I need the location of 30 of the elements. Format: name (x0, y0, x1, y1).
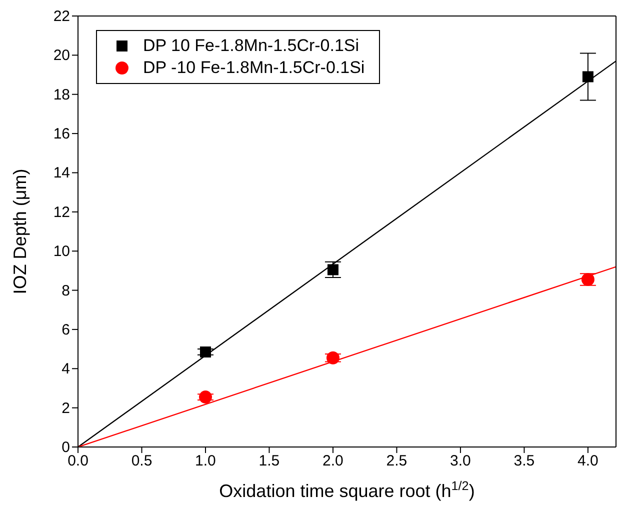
point (327, 264, 338, 276)
point (326, 351, 340, 364)
y-tick-label: 18 (53, 86, 70, 104)
point (582, 71, 594, 82)
y-tick-label: 10 (53, 243, 70, 260)
y-tick-label: 14 (53, 164, 70, 182)
y-tick-label: 6 (62, 321, 70, 338)
x-tick-label: 2.0 (322, 452, 344, 470)
y-tick-label: 0 (62, 439, 70, 456)
legend-label: DP -10 Fe-1.8Mn-1.5Cr-0.1Si (143, 57, 365, 79)
y-tick-label: 16 (53, 126, 70, 143)
point (200, 346, 211, 358)
x-tick-label: 3.0 (450, 452, 471, 470)
legend-label: DP 10 Fe-1.8Mn-1.5Cr-0.1Si (143, 35, 360, 57)
x-tick-label: 0.0 (68, 452, 88, 470)
x-tick-label: 1.0 (195, 452, 216, 470)
x-tick-label: 0.5 (131, 452, 152, 470)
x-tick-label: 2.5 (386, 452, 408, 470)
y-tick-label: 12 (53, 204, 70, 221)
y-tick-label: 4 (62, 360, 70, 378)
y-axis-title: IOZ Depth (μm) (10, 168, 30, 294)
x-tick-label: 3.5 (514, 452, 535, 470)
x-tick-label: 1.5 (258, 452, 280, 470)
y-tick-label: 2 (62, 400, 70, 417)
y-tick-label: 22 (53, 8, 70, 25)
y-tick-label: 20 (53, 47, 70, 64)
x-axis-title: Oxidation time square root (h$^{1/2}$) (219, 479, 475, 501)
x-tick-label: 4.0 (578, 452, 598, 470)
point (198, 390, 212, 404)
y-tick-label: 8 (62, 282, 70, 300)
